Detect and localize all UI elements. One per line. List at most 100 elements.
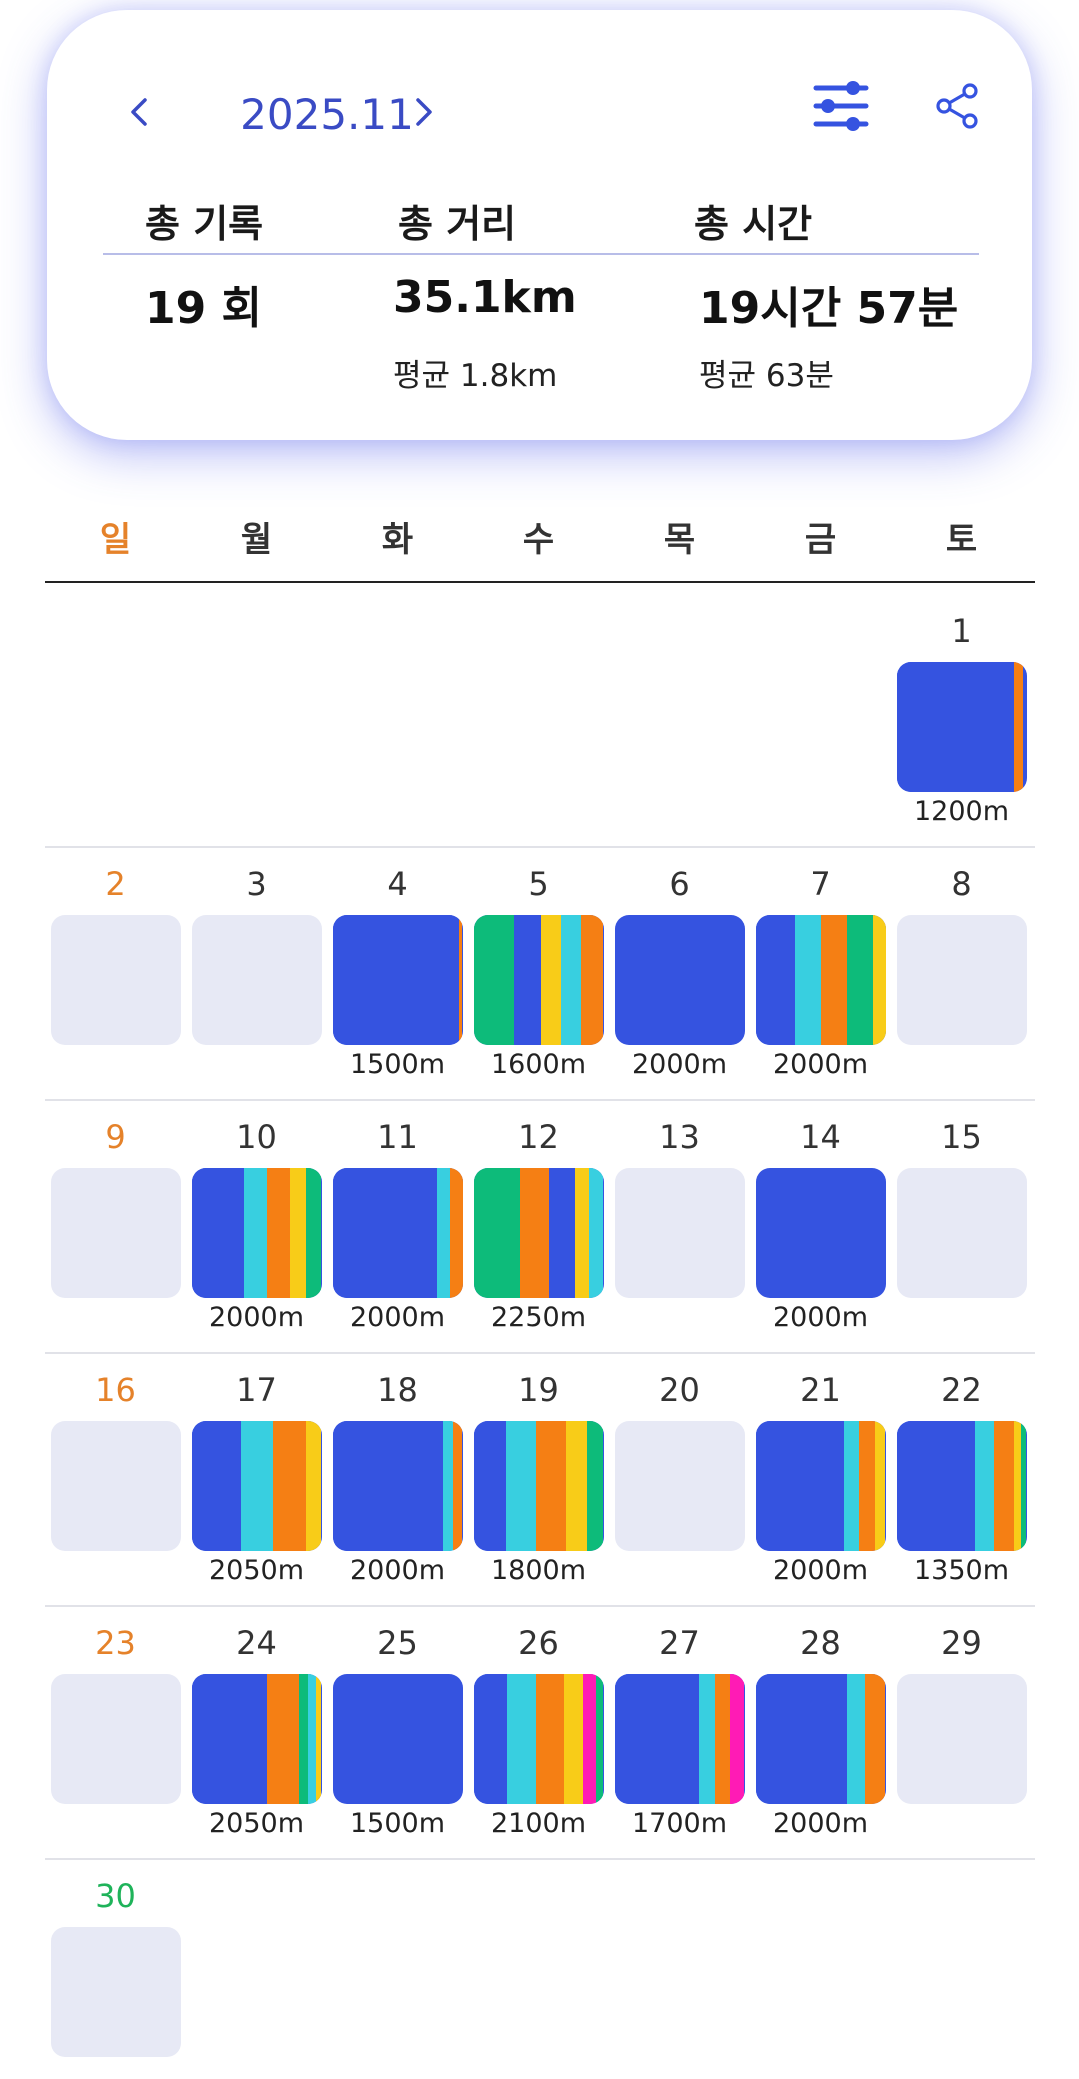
- segment-orange: [449, 1168, 463, 1298]
- day-distance: 2000m: [349, 1555, 445, 1586]
- segment-orange: [520, 1168, 549, 1298]
- chevron-right-icon: [416, 98, 432, 126]
- segment-green: [299, 1674, 309, 1804]
- day-empty-tile[interactable]: [896, 915, 1027, 1045]
- segment-cyan: [243, 1168, 267, 1298]
- day-number: 1: [951, 612, 972, 650]
- segment-orange: [1013, 662, 1023, 792]
- day-activity-tile[interactable]: [755, 1168, 886, 1298]
- segment-blue: [332, 915, 459, 1045]
- day-number: 9: [105, 1118, 126, 1156]
- day-number: 20: [659, 1371, 700, 1409]
- day-number: 5: [528, 865, 549, 903]
- day-activity-tile[interactable]: [896, 1421, 1027, 1551]
- day-distance: 1600m: [490, 1049, 586, 1080]
- day-activity-tile[interactable]: [473, 915, 604, 1045]
- segment-yellow: [574, 1168, 590, 1298]
- segment-orange: [266, 1168, 291, 1298]
- day-number: 23: [95, 1624, 136, 1662]
- day-distance: 2100m: [490, 1808, 586, 1839]
- total-time-label: 총 시간: [694, 202, 813, 246]
- weekday-0: 일: [99, 520, 132, 560]
- segment-cyan: [240, 1421, 274, 1551]
- segment-green: [473, 915, 514, 1045]
- day-activity-tile[interactable]: [332, 1421, 463, 1551]
- segment-blue: [473, 1674, 508, 1804]
- day-number: 24: [236, 1624, 277, 1662]
- day-empty-tile[interactable]: [50, 1927, 181, 2057]
- day-empty-tile[interactable]: [896, 1674, 1027, 1804]
- day-activity-tile[interactable]: [332, 1674, 463, 1804]
- day-distance: 1700m: [631, 1808, 727, 1839]
- segment-magenta: [730, 1674, 745, 1804]
- segment-cyan: [843, 1421, 860, 1551]
- day-activity-tile[interactable]: [332, 915, 463, 1045]
- day-activity-tile[interactable]: [473, 1421, 604, 1551]
- day-activity-tile[interactable]: [191, 1674, 322, 1804]
- day-number: 8: [951, 865, 972, 903]
- segment-cyan: [308, 1674, 317, 1804]
- day-empty-tile[interactable]: [191, 915, 322, 1045]
- day-empty-tile[interactable]: [614, 1168, 745, 1298]
- segment-blue: [332, 1421, 443, 1551]
- segment-yellow: [564, 1674, 583, 1804]
- day-activity-tile[interactable]: [755, 915, 886, 1045]
- day-activity-tile[interactable]: [191, 1421, 322, 1551]
- prev-month-button[interactable]: [119, 82, 159, 142]
- average-distance: 평균 1.8km: [393, 358, 558, 394]
- day-activity-tile[interactable]: [755, 1674, 886, 1804]
- segment-cyan: [443, 1421, 454, 1551]
- day-number: 6: [669, 865, 690, 903]
- segment-green: [473, 1168, 521, 1298]
- day-empty-tile[interactable]: [896, 1168, 1027, 1298]
- day-activity-tile[interactable]: [191, 1168, 322, 1298]
- filter-button[interactable]: [809, 74, 873, 138]
- day-empty-tile[interactable]: [614, 1421, 745, 1551]
- day-distance: 2250m: [490, 1302, 586, 1333]
- day-activity-tile[interactable]: [614, 1674, 745, 1804]
- segment-blue: [896, 662, 1014, 792]
- day-activity-tile[interactable]: [332, 1168, 463, 1298]
- segment-cyan: [699, 1674, 715, 1804]
- day-activity-tile[interactable]: [614, 915, 745, 1045]
- segment-yellow: [565, 1421, 587, 1551]
- segment-orange: [859, 1421, 876, 1551]
- weekday-1: 월: [240, 520, 273, 560]
- day-distance: 2050m: [208, 1808, 304, 1839]
- day-empty-tile[interactable]: [50, 1168, 181, 1298]
- segment-blue: [332, 1674, 463, 1804]
- segment-yellow: [872, 915, 886, 1045]
- day-activity-tile[interactable]: [896, 662, 1027, 792]
- day-number: 25: [377, 1624, 418, 1662]
- segment-blue: [755, 1421, 844, 1551]
- segment-cyan: [560, 915, 582, 1045]
- day-activity-tile[interactable]: [755, 1421, 886, 1551]
- week-divider: [45, 1352, 1035, 1354]
- segment-blue: [191, 1674, 267, 1804]
- day-empty-tile[interactable]: [50, 1674, 181, 1804]
- day-empty-tile[interactable]: [50, 1421, 181, 1551]
- month-label[interactable]: 2025.11: [240, 89, 414, 139]
- day-number: 22: [941, 1371, 982, 1409]
- day-activity-tile[interactable]: [473, 1674, 604, 1804]
- share-button[interactable]: [925, 74, 989, 138]
- segment-blue: [755, 1674, 847, 1804]
- segment-cyan: [506, 1421, 536, 1551]
- next-month-button[interactable]: [404, 82, 444, 142]
- day-number: 12: [518, 1118, 559, 1156]
- segment-yellow: [875, 1421, 886, 1551]
- weekday-4: 목: [663, 520, 696, 560]
- segment-cyan: [974, 1421, 994, 1551]
- day-distance: 2000m: [772, 1555, 868, 1586]
- summary-divider: [103, 253, 979, 255]
- day-number: 7: [810, 865, 831, 903]
- segment-yellow: [541, 915, 561, 1045]
- day-empty-tile[interactable]: [50, 915, 181, 1045]
- total-time-value: 19시간 57분: [699, 283, 959, 334]
- day-distance: 2000m: [772, 1302, 868, 1333]
- segment-yellow: [305, 1421, 322, 1551]
- day-number: 16: [95, 1371, 136, 1409]
- day-activity-tile[interactable]: [473, 1168, 604, 1298]
- weekday-divider: [45, 581, 1035, 583]
- day-distance: 1500m: [349, 1049, 445, 1080]
